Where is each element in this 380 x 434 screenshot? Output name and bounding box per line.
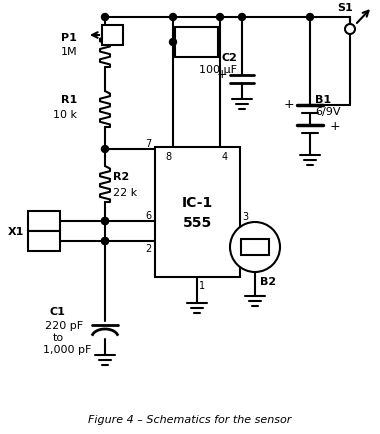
Text: +: + xyxy=(283,97,294,110)
Text: B2: B2 xyxy=(260,276,276,286)
Circle shape xyxy=(101,146,109,153)
Text: 10 k: 10 k xyxy=(53,110,77,120)
Text: Figure 4 – Schematics for the sensor: Figure 4 – Schematics for the sensor xyxy=(88,414,292,424)
Text: 1M: 1M xyxy=(60,47,77,57)
Circle shape xyxy=(169,14,176,21)
Circle shape xyxy=(307,14,314,21)
Text: +: + xyxy=(330,119,340,132)
Bar xyxy=(175,28,218,58)
Circle shape xyxy=(101,218,109,225)
Text: 2: 2 xyxy=(145,243,151,253)
Circle shape xyxy=(101,218,109,225)
Text: 1,000 pF: 1,000 pF xyxy=(43,344,91,354)
Circle shape xyxy=(169,39,176,46)
Bar xyxy=(28,211,60,231)
Text: 4: 4 xyxy=(222,151,228,161)
Text: 6: 6 xyxy=(145,210,151,220)
Text: 100 μF: 100 μF xyxy=(199,65,237,75)
Text: 1: 1 xyxy=(199,280,205,290)
Text: 6/9V: 6/9V xyxy=(315,107,340,117)
Circle shape xyxy=(239,14,245,21)
Text: R2: R2 xyxy=(113,171,129,181)
Text: 22 k: 22 k xyxy=(113,187,137,197)
Text: 220 pF: 220 pF xyxy=(45,320,83,330)
Text: 3: 3 xyxy=(242,211,248,221)
Text: C2: C2 xyxy=(221,53,237,63)
Circle shape xyxy=(101,238,109,245)
Text: to: to xyxy=(53,332,64,342)
Circle shape xyxy=(230,223,280,273)
Text: IC-1: IC-1 xyxy=(182,196,213,210)
Circle shape xyxy=(101,238,109,245)
Text: +: + xyxy=(216,67,227,80)
Text: 7: 7 xyxy=(145,139,151,149)
Bar xyxy=(155,148,240,277)
Text: 555: 555 xyxy=(183,216,212,230)
Text: C1: C1 xyxy=(50,306,66,316)
Bar xyxy=(28,231,60,251)
Text: P1: P1 xyxy=(61,33,77,43)
Bar xyxy=(241,240,269,256)
Circle shape xyxy=(345,25,355,35)
Text: 8: 8 xyxy=(165,151,171,161)
Text: S1: S1 xyxy=(337,3,353,13)
Text: X1: X1 xyxy=(8,227,24,237)
Circle shape xyxy=(101,14,109,21)
Bar xyxy=(102,26,123,46)
Text: B1: B1 xyxy=(315,95,331,105)
Circle shape xyxy=(217,14,223,21)
Text: R1: R1 xyxy=(61,95,77,105)
